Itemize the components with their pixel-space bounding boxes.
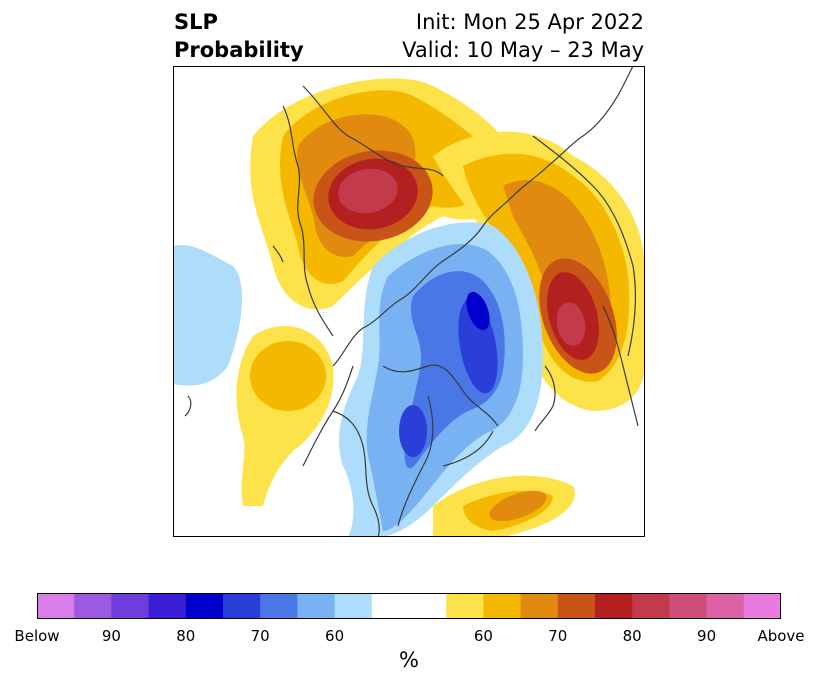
coastline (534, 365, 556, 432)
colorbar-cell (520, 593, 559, 619)
colorbar-cell (743, 593, 781, 619)
init-date: Init: Mon 25 Apr 2022 (415, 10, 644, 34)
colorbar-cell (632, 593, 670, 619)
map-subtitle: Init: Mon 25 Apr 2022 Valid: 10 May – 23… (402, 8, 644, 64)
coastline (602, 305, 639, 427)
coastline (442, 430, 494, 467)
coastline (272, 245, 284, 263)
colorbar-cell (148, 593, 187, 619)
colorbar-frame (37, 593, 781, 619)
colorbar-tick-label: 60 (325, 627, 345, 645)
colorbar-tick-label: 90 (101, 627, 121, 645)
colorbar-cell (74, 593, 112, 619)
colorbar-cell (37, 593, 75, 619)
map-frame (173, 66, 645, 537)
above-normal-area (250, 341, 326, 411)
colorbar-cell (223, 593, 261, 619)
coastline (332, 410, 380, 537)
colorbar-cell (595, 593, 633, 619)
colorbar-cell (446, 593, 484, 619)
colorbar-cell (557, 593, 596, 619)
colorbar-cell (297, 593, 336, 619)
coastline (382, 364, 499, 427)
colorbar (37, 593, 781, 619)
title-product: Probability (174, 38, 304, 62)
coastline (397, 395, 434, 527)
colorbar-cell (185, 593, 224, 619)
probability-map (173, 66, 645, 537)
colorbar-tick-label: 90 (697, 627, 717, 645)
coastline (532, 135, 637, 357)
colorbar-tick-label: 70 (548, 627, 568, 645)
coastline (282, 105, 334, 337)
colorbar-cell (706, 593, 745, 619)
colorbar-tick-label: 80 (176, 627, 196, 645)
colorbar-tick-label: 70 (250, 627, 270, 645)
colorbar-cell (483, 593, 522, 619)
below-normal-area (466, 291, 490, 331)
map-title: SLP Probability (174, 8, 304, 64)
coastline (302, 85, 444, 177)
colorbar-cell (111, 593, 150, 619)
above-normal-area (489, 490, 547, 522)
coastline (332, 66, 634, 367)
colorbar-cell (669, 593, 708, 619)
colorbar-cells (37, 593, 781, 619)
title-variable: SLP (174, 10, 218, 34)
colorbar-cell (409, 593, 447, 619)
colorbar-tick-label: Above (757, 627, 805, 645)
coastlines (184, 66, 639, 537)
below-normal-area (399, 405, 427, 457)
colorbar-tick-label: Below (14, 627, 60, 645)
valid-range: Valid: 10 May – 23 May (402, 38, 644, 62)
coastline (184, 395, 192, 417)
probability-shading (173, 78, 645, 537)
colorbar-cell (260, 593, 298, 619)
above-normal-area (556, 302, 586, 346)
below-normal-area (173, 245, 243, 386)
colorbar-unit: % (399, 648, 419, 672)
colorbar-cell (371, 593, 410, 619)
colorbar-tick-label: 80 (622, 627, 642, 645)
above-normal-area (338, 168, 398, 214)
colorbar-tick-label: 60 (473, 627, 493, 645)
colorbar-cell (334, 593, 373, 619)
